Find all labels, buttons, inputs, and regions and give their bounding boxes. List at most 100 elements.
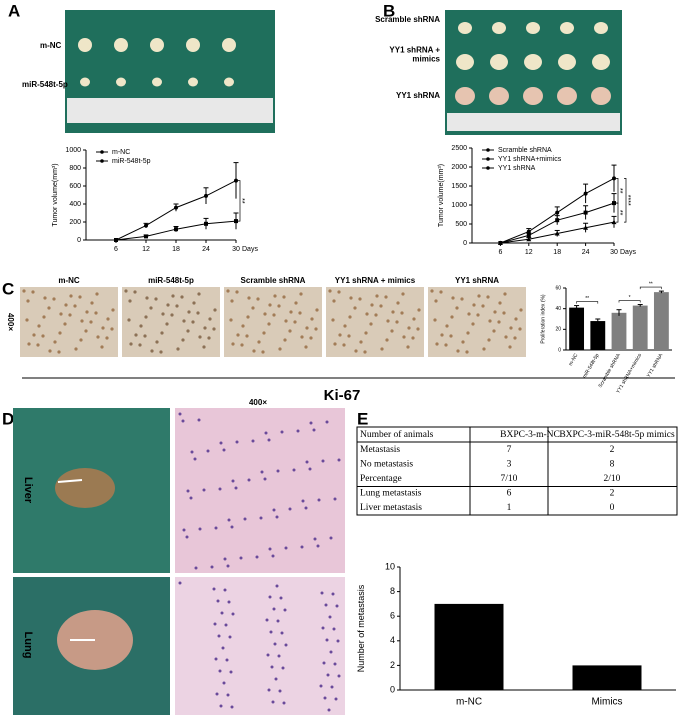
stain-dot <box>391 310 395 314</box>
nucleus <box>333 662 337 666</box>
sig-bracket <box>576 301 599 304</box>
x-tick-label: 24 <box>202 246 210 253</box>
nucleus <box>325 420 329 424</box>
nucleus <box>212 587 216 591</box>
stain-dot <box>187 310 191 314</box>
micrograph <box>428 287 526 357</box>
stain-dot <box>384 295 388 299</box>
stain-dot <box>349 296 353 300</box>
stain-dot <box>472 303 476 307</box>
stain-dot <box>252 349 256 353</box>
marker <box>583 210 588 215</box>
nucleus <box>218 669 222 673</box>
sig-label: ** <box>649 281 653 287</box>
y-tick-label: 0 <box>463 240 467 247</box>
stain-dot <box>338 333 342 337</box>
sig-bracket <box>238 180 241 222</box>
nucleus <box>273 642 277 646</box>
nucleus <box>275 584 279 588</box>
stain-dot <box>134 333 138 337</box>
x-tick-label: m-NC <box>456 697 482 708</box>
nucleus <box>197 418 201 422</box>
stain-dot <box>502 311 506 315</box>
stain-dot <box>487 338 491 342</box>
nucleus <box>210 565 214 569</box>
stain-dot <box>213 308 217 312</box>
marker <box>174 227 178 232</box>
stain-dot <box>73 304 77 308</box>
nucleus <box>333 497 337 501</box>
stain-dot <box>145 296 149 300</box>
x-tick-label: 30 <box>232 246 240 253</box>
stain-dot <box>375 294 379 298</box>
stain-dot <box>332 299 336 303</box>
y-axis-label: Number of metastasis <box>356 584 366 672</box>
nucleus <box>267 438 271 442</box>
stain-dot <box>273 294 277 298</box>
legend-marker <box>486 166 490 170</box>
stain-dot <box>407 326 411 330</box>
nucleus <box>325 638 329 642</box>
stain-dot <box>159 350 163 354</box>
stain-dot <box>176 347 180 351</box>
stain-dot <box>370 303 374 307</box>
stain-dot <box>241 324 245 328</box>
nucleus <box>189 496 193 500</box>
stain-dot <box>390 329 394 333</box>
nucleus <box>316 544 320 548</box>
nucleus <box>308 467 312 471</box>
x-tick-label: Mimics <box>591 697 622 708</box>
nucleus <box>270 665 274 669</box>
stain-dot <box>289 310 293 314</box>
nucleus <box>317 498 321 502</box>
stain-dot <box>439 290 443 294</box>
stain-dot <box>434 299 438 303</box>
nucleus <box>231 612 235 616</box>
nucleus <box>322 661 326 665</box>
stain-dot <box>101 326 105 330</box>
y-tick-label: 200 <box>69 219 81 226</box>
stain-dot <box>337 290 341 294</box>
nucleus <box>327 708 331 712</box>
stain-dot <box>166 303 170 307</box>
y-tick-label: 0 <box>558 347 561 353</box>
stain-dot <box>282 295 286 299</box>
stain-dot <box>386 319 390 323</box>
nucleus <box>190 450 194 454</box>
micrograph <box>20 287 118 357</box>
table-cell: 7/10 <box>501 474 518 484</box>
tumor <box>592 54 610 70</box>
nucleus <box>281 666 285 670</box>
nucleus <box>230 705 234 709</box>
stain-dot <box>212 327 216 331</box>
nucleus <box>274 677 278 681</box>
stain-dot <box>149 306 153 310</box>
stain-dot <box>293 320 297 324</box>
stain-dot <box>78 295 82 299</box>
stain-dot <box>203 326 207 330</box>
legend-label: miR-548t-5p <box>112 158 151 165</box>
stain-dot <box>192 301 196 305</box>
tumor <box>490 54 508 70</box>
table-cell: 2 <box>610 445 615 455</box>
micrograph-label: YY1 shRNA + mimics <box>335 276 416 285</box>
stain-dot <box>445 324 449 328</box>
stain-dot <box>374 313 378 317</box>
stain-dot <box>79 338 83 342</box>
stain-dot <box>110 327 114 331</box>
stain-dot <box>106 317 110 321</box>
tumor <box>492 22 506 34</box>
stain-dot <box>444 343 448 347</box>
histology <box>175 408 345 573</box>
stain-dot <box>514 317 518 321</box>
table-cell: 0 <box>610 503 615 513</box>
y-tick-label: 0 <box>390 684 395 694</box>
stain-dot <box>263 312 267 316</box>
nucleus <box>305 460 309 464</box>
tumor <box>594 22 608 34</box>
stain-dot <box>498 301 502 305</box>
stain-dot <box>268 303 272 307</box>
stain-dot <box>342 343 346 347</box>
nucleus <box>227 600 231 604</box>
stain-dot <box>380 347 384 351</box>
